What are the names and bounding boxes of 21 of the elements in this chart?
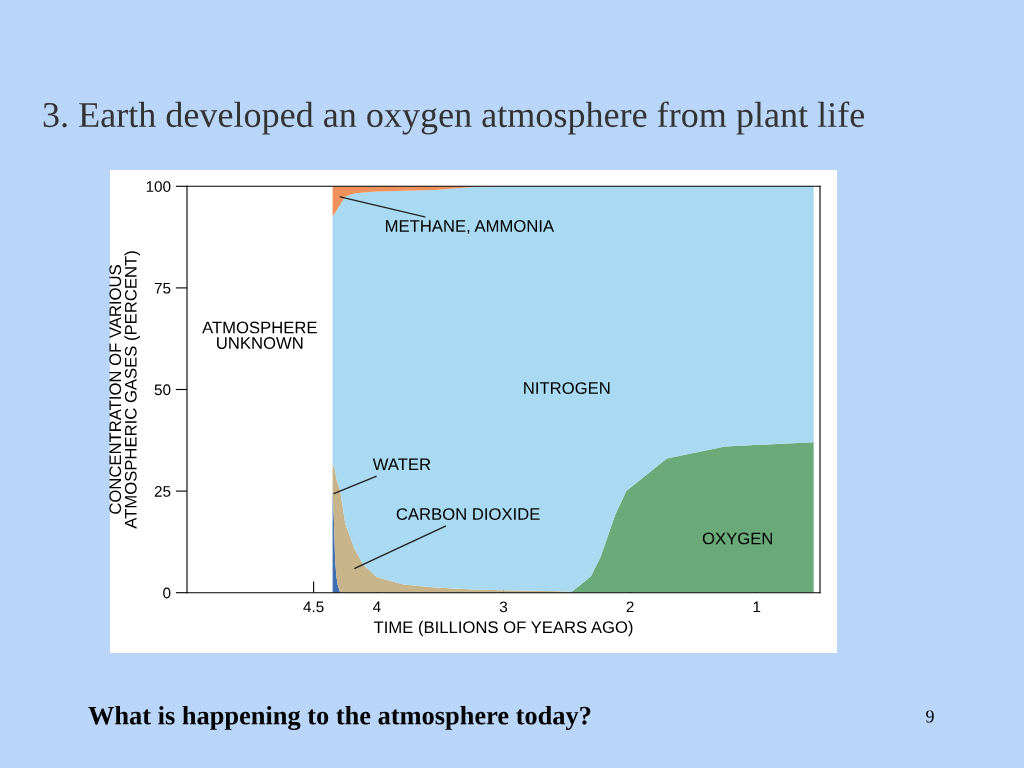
annotation: NITROGEN [524,382,610,394]
annotation: OXYGEN [702,532,773,545]
y-tick-label: 50 [154,384,171,396]
chart-title: 3. Earth developed an oxygen atmosphere from plant life [43,101,865,135]
y-tick-label: 25 [154,485,171,497]
x-tick-label: 4 [373,601,381,613]
x-tick-label: 2 [626,601,634,613]
text: 9 [926,710,934,723]
annotation: WATER [372,458,431,471]
annotation: ATMOSPHERE UNKNOWN [202,321,317,349]
annotation: METHANE, AMMONIA [386,220,555,234]
annotation: CARBON DIOXIDE [396,508,540,520]
y-axis-title: CONCENTRATION OF VARIOUS ATMOSPHERIC GASES (PERCENT) [109,251,140,529]
y-tick-label: 75 [154,282,171,294]
y-tick-label: 100 [146,181,171,192]
text: What is happening to the atmosphere today? [88,705,591,731]
x-tick-label: 1 [753,601,761,613]
y-tick-label: 0 [163,587,171,599]
x-tick-label: 4.5 [303,601,324,613]
x-tick-label: 3 [499,601,508,613]
x-axis-title: TIME (BILLIONS OF YEARS AGO) [373,620,633,637]
